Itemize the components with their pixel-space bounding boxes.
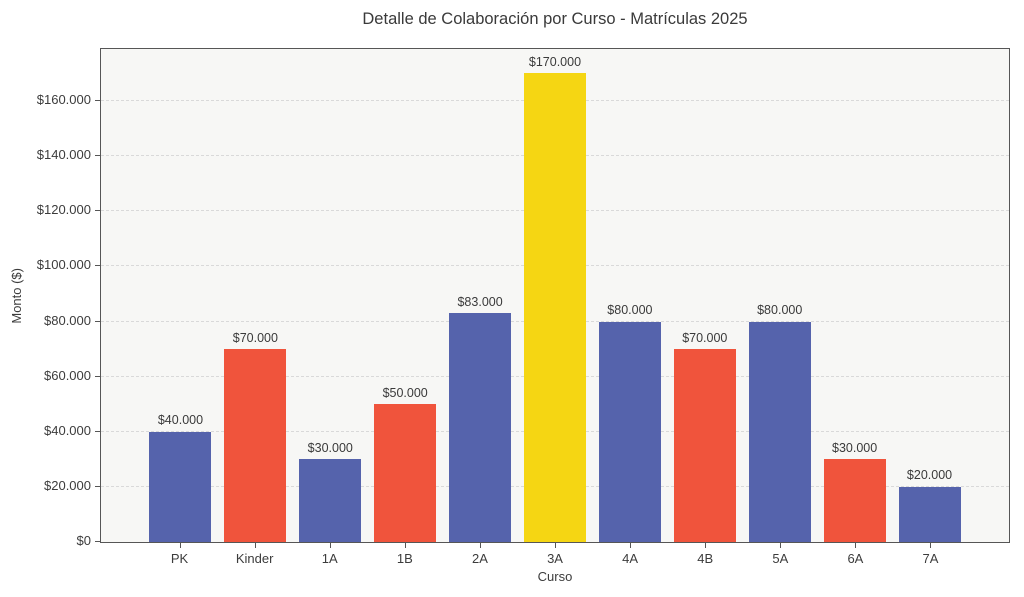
x-tick-label-4A: 4A — [622, 551, 639, 566]
x-tick-mark-Kinder — [254, 543, 256, 548]
x-tick-label-2A: 2A — [471, 551, 488, 566]
bar-value-label-3A: $170.000 — [528, 54, 582, 69]
plot-area: $40.000 $70.000 $30.000 $50.000 $83.000 $170.… — [100, 48, 1010, 543]
bar-2A — [449, 313, 512, 542]
x-tick-label-1B: 1B — [396, 551, 413, 566]
y-tick-mark-100000 — [95, 265, 100, 267]
y-tick-label-40000: $40.000 — [44, 422, 91, 438]
bar-group-4B: $70.000 — [667, 49, 742, 542]
bar-Kinder — [224, 349, 287, 542]
bar-4B — [673, 349, 736, 542]
y-tick-mark-160000 — [95, 100, 100, 101]
bar-value-label-1B: $50.000 — [382, 385, 428, 400]
x-tick-mark-7A — [930, 543, 932, 548]
y-tick-label-80000: $80.000 — [44, 312, 91, 328]
y-tick-label-160000: $160.000 — [36, 92, 91, 107]
y-tick-mark-20000 — [95, 485, 100, 487]
y-tick-label-0: $0 — [76, 533, 91, 548]
bar-group-5A: $80.000 — [742, 49, 817, 542]
y-tick-mark-120000 — [95, 210, 100, 212]
bars-row: $40.000 $70.000 $30.000 $50.000 $83.000 $170.… — [101, 49, 1009, 542]
x-tick-PK: PK — [142, 543, 217, 567]
bar-group-4A: $80.000 — [592, 49, 667, 542]
x-tick-label-4B: 4B — [697, 551, 714, 566]
x-tick-label-1A: 1A — [321, 551, 338, 566]
x-tick-4A: 4A — [593, 543, 668, 567]
x-tick-label-Kinder: Kinder — [235, 551, 274, 566]
y-tick-mark-60000 — [95, 375, 100, 377]
x-tick-mark-4B — [705, 543, 707, 548]
x-tick-2A: 2A — [442, 543, 517, 567]
x-tick-Kinder: Kinder — [217, 543, 292, 567]
x-tick-label-3A: 3A — [547, 551, 563, 566]
y-tick-mark-80000 — [95, 320, 100, 322]
bar-PK — [149, 431, 212, 542]
y-tick-mark-40000 — [95, 430, 100, 432]
bar-value-label-4B: $70.000 — [682, 330, 728, 345]
bar-1A — [299, 459, 362, 542]
x-tick-mark-6A — [855, 543, 857, 548]
bar-value-label-Kinder: $70.000 — [232, 330, 278, 345]
x-tick-6A: 6A — [818, 543, 893, 567]
bar-value-label-4A: $80.000 — [607, 303, 653, 317]
x-axis-title: Curso — [537, 569, 573, 584]
bar-value-label-1A: $30.000 — [307, 440, 353, 455]
x-tick-mark-PK — [179, 543, 181, 548]
x-tick-1A: 1A — [292, 543, 367, 567]
y-axis-ticks: $0 $20.000 $40.000 $60.000 $80.000 $100.000 $1… — [0, 48, 100, 548]
y-tick-label-20000: $20.000 — [44, 477, 91, 493]
bar-group-1A: $30.000 — [293, 49, 368, 542]
y-tick-mark-140000 — [95, 155, 100, 157]
bar-6A — [823, 459, 886, 542]
bar-value-label-5A: $80.000 — [757, 303, 803, 317]
chart-title: Detalle de Colaboración por Curso - Matr… — [362, 10, 748, 28]
bar-group-1B: $50.000 — [368, 49, 443, 542]
x-tick-4B: 4B — [668, 543, 743, 567]
x-tick-mark-3A — [555, 543, 557, 548]
bar-value-label-6A: $30.000 — [832, 440, 878, 455]
x-tick-label-PK: PK — [170, 551, 189, 566]
bar-value-label-7A: $20.000 — [906, 468, 953, 483]
bar-group-Kinder: $70.000 — [218, 49, 293, 542]
y-tick-label-100000: $100.000 — [36, 257, 91, 273]
bar-3A — [523, 73, 586, 542]
bar-5A — [748, 321, 811, 542]
x-tick-3A: 3A — [517, 543, 592, 567]
x-tick-mark-1A — [329, 543, 331, 548]
bar-group-6A: $30.000 — [817, 49, 892, 542]
bar-group-3A: $170.000 — [518, 49, 593, 542]
x-tick-label-7A: 7A — [922, 551, 939, 566]
x-tick-1B: 1B — [367, 543, 442, 567]
x-tick-label-5A: 5A — [772, 551, 789, 566]
x-tick-7A: 7A — [893, 543, 968, 567]
bar-group-2A: $83.000 — [443, 49, 518, 542]
bar-7A — [898, 486, 961, 542]
bar-value-label-PK: $40.000 — [157, 413, 204, 428]
bar-4A — [598, 321, 661, 542]
x-tick-5A: 5A — [743, 543, 818, 567]
x-tick-mark-1B — [404, 543, 406, 548]
y-tick-label-120000: $120.000 — [36, 202, 91, 218]
y-tick-mark-0 — [95, 541, 100, 542]
bar-group-7A: $20.000 — [892, 49, 967, 542]
x-tick-mark-2A — [479, 543, 481, 548]
x-tick-label-6A: 6A — [847, 551, 864, 566]
bar-group-PK: $40.000 — [143, 49, 218, 542]
bar-1B — [374, 404, 437, 542]
y-tick-label-140000: $140.000 — [36, 147, 91, 163]
x-tick-mark-5A — [780, 543, 782, 548]
y-tick-label-60000: $60.000 — [44, 367, 91, 383]
x-tick-mark-4A — [630, 543, 632, 548]
bar-value-label-2A: $83.000 — [457, 294, 503, 309]
x-axis-ticks: PK Kinder 1A 1B 2A 3A 4A 4B 5A 6A 7A — [100, 543, 1010, 567]
